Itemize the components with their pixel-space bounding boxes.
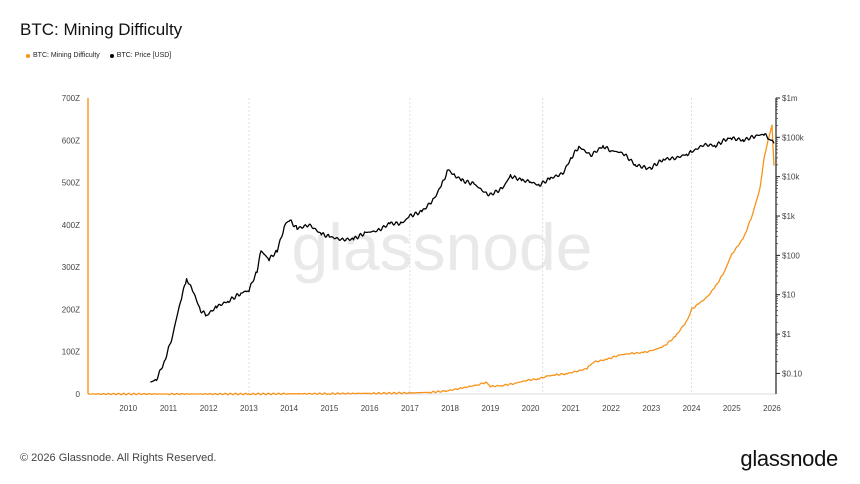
y-left-tick-label: 400Z bbox=[62, 221, 80, 230]
x-tick-label: 2024 bbox=[683, 404, 701, 413]
y-right-tick-label: $10k bbox=[782, 173, 800, 182]
legend-label-price: BTC: Price [USD] bbox=[116, 52, 172, 59]
y-right-tick-label: $1 bbox=[782, 330, 791, 339]
x-tick-label: 2011 bbox=[160, 404, 178, 413]
x-tick-label: 2010 bbox=[119, 404, 137, 413]
y-left-tick-label: 700Z bbox=[62, 94, 80, 103]
y-left-tick-label: 0 bbox=[76, 390, 81, 399]
x-tick-label: 2026 bbox=[763, 404, 781, 413]
chart-legend: BTC: Mining Difficulty BTC: Price [USD] bbox=[26, 52, 171, 59]
x-tick-label: 2023 bbox=[642, 404, 660, 413]
x-tick-label: 2025 bbox=[723, 404, 741, 413]
watermark-text: glassnode bbox=[292, 210, 593, 284]
y-left-tick-label: 200Z bbox=[62, 305, 80, 314]
series-line-mining-difficulty bbox=[88, 124, 775, 396]
x-tick-label: 2020 bbox=[522, 404, 540, 413]
series-line-btc-price bbox=[150, 133, 775, 383]
y-left-tick-label: 300Z bbox=[62, 263, 80, 272]
y-right-tick-label: $100 bbox=[782, 251, 800, 260]
y-right-tick-label: $0.10 bbox=[782, 369, 803, 378]
x-tick-label: 2013 bbox=[240, 404, 258, 413]
x-tick-label: 2018 bbox=[441, 404, 459, 413]
y-left-tick-label: 500Z bbox=[62, 179, 80, 188]
y-left-tick-label: 100Z bbox=[62, 348, 80, 357]
y-left-tick-label: 600Z bbox=[62, 136, 80, 145]
y-right-tick-label: $1k bbox=[782, 212, 796, 221]
y-right-tick-label: $100k bbox=[782, 133, 805, 142]
y-right-tick-label: $10 bbox=[782, 291, 796, 300]
copyright-text: © 2026 Glassnode. All Rights Reserved. bbox=[20, 452, 217, 464]
x-tick-label: 2019 bbox=[481, 404, 499, 413]
x-tick-label: 2017 bbox=[401, 404, 419, 413]
x-tick-label: 2012 bbox=[200, 404, 218, 413]
x-tick-label: 2015 bbox=[321, 404, 339, 413]
legend-dot-price bbox=[109, 53, 114, 58]
glassnode-logo: glassnode bbox=[740, 446, 838, 471]
chart-title: BTC: Mining Difficulty bbox=[20, 20, 183, 39]
y-right-tick-label: $1m bbox=[782, 94, 798, 103]
x-tick-label: 2022 bbox=[602, 404, 620, 413]
x-tick-label: 2016 bbox=[361, 404, 379, 413]
legend-label-difficulty: BTC: Mining Difficulty bbox=[33, 52, 100, 59]
legend-item-price[interactable]: BTC: Price [USD] bbox=[109, 52, 172, 59]
x-tick-label: 2014 bbox=[280, 404, 298, 413]
legend-dot-difficulty bbox=[26, 53, 30, 58]
x-tick-label: 2021 bbox=[562, 404, 580, 413]
legend-item-difficulty[interactable]: BTC: Mining Difficulty bbox=[26, 52, 100, 59]
